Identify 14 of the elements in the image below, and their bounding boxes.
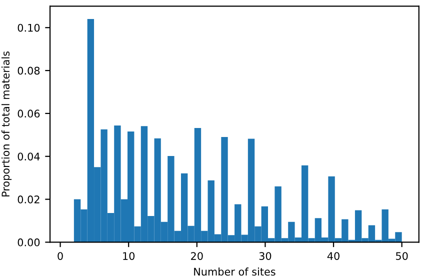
y-tick-label: 0.04	[18, 152, 40, 160]
y-tick-label: 0.06	[18, 110, 40, 118]
x-tick-label: 0	[58, 252, 63, 260]
x-tick-label: 30	[259, 252, 272, 260]
y-axis-title: Proportion of total materials	[1, 51, 12, 196]
x-axis-title: Number of sites	[194, 268, 276, 276]
x-tick-label: 10	[123, 252, 135, 260]
x-tick-label: 50	[396, 252, 408, 260]
y-tick-label: 0.00	[18, 238, 40, 246]
y-tick-label: 0.10	[18, 24, 40, 32]
y-tick-label: 0.02	[18, 196, 40, 204]
y-tick-label: 0.08	[18, 66, 40, 75]
x-tick-label: 20	[191, 252, 203, 260]
x-tick-label: 40	[327, 252, 340, 260]
